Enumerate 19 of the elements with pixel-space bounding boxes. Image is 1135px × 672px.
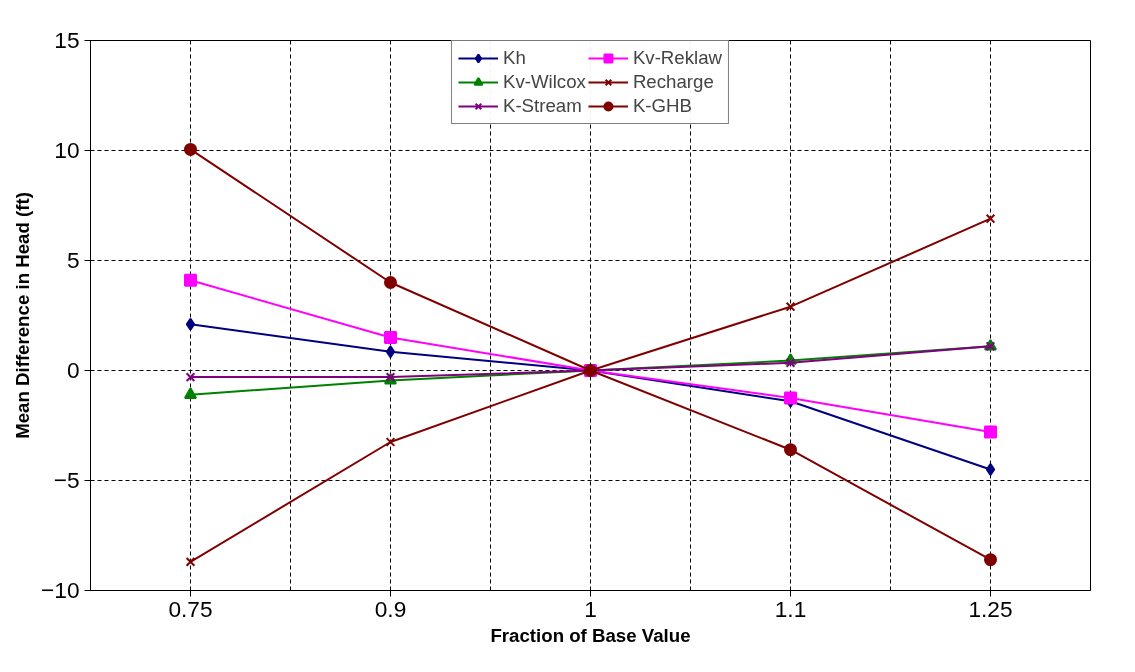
y-tick-label: 15 bbox=[54, 27, 80, 53]
legend-label: Kv-Wilcox bbox=[502, 71, 586, 93]
legend-label: K-Stream bbox=[502, 95, 582, 117]
legend-label: Kv-Reklaw bbox=[632, 47, 723, 69]
y-tick-label: 10 bbox=[54, 137, 80, 163]
y-axis-title: Mean Difference in Head (ft) bbox=[12, 192, 34, 439]
x-tick-label: 0.9 bbox=[374, 595, 407, 622]
x-axis-title: Fraction of Base Value bbox=[490, 624, 691, 646]
y-tick-label: −5 bbox=[53, 467, 80, 493]
y-tick-label: 0 bbox=[66, 357, 80, 383]
y-tick-label: 5 bbox=[66, 247, 80, 273]
legend-label: K-GHB bbox=[632, 95, 692, 117]
x-tick-label: 1.1 bbox=[774, 595, 807, 622]
x-tick-label: 1 bbox=[584, 595, 597, 622]
legend-label: Recharge bbox=[632, 71, 714, 93]
x-tick-label: 0.75 bbox=[168, 595, 213, 622]
x-tick-label: 1.25 bbox=[968, 595, 1013, 622]
y-tick-label: −10 bbox=[41, 577, 80, 603]
legend-label: Kh bbox=[502, 47, 526, 69]
